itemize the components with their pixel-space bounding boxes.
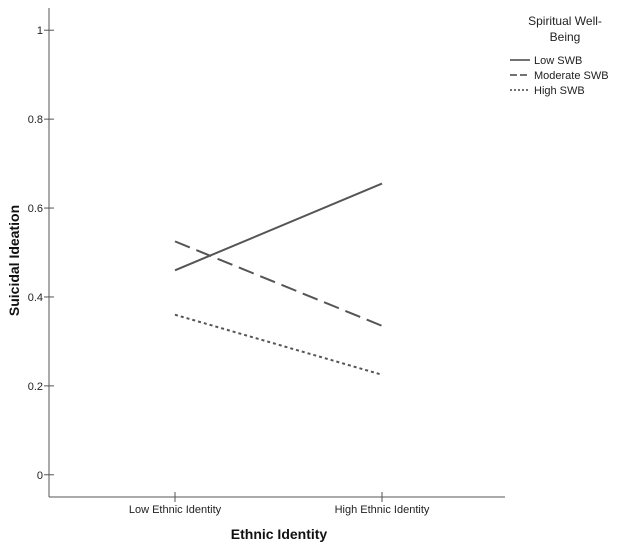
legend-items: Low SWB Moderate SWB High SWB bbox=[510, 55, 609, 97]
series-line-low-swb bbox=[174, 182, 383, 272]
y-tick-label: 0.6 bbox=[28, 203, 43, 215]
x-tick-label: Low Ethnic Identity bbox=[129, 504, 222, 516]
axes bbox=[48, 8, 505, 498]
y-tick-label: 0.8 bbox=[28, 114, 43, 126]
legend-label: Low SWB bbox=[534, 55, 582, 67]
x-axis-title: Ethnic Identity bbox=[231, 526, 328, 542]
series-line-high-swb bbox=[174, 313, 383, 376]
y-tick-label: 1 bbox=[37, 25, 43, 37]
series-line-moderate-swb bbox=[174, 240, 383, 327]
legend-title-line-2: Being bbox=[550, 30, 581, 44]
y-tick-label: 0.2 bbox=[28, 381, 43, 393]
y-tick-label: 0 bbox=[37, 470, 43, 482]
series-lines bbox=[174, 182, 383, 376]
legend: Spiritual Well- Being Low SWB Moderate SW… bbox=[510, 14, 609, 97]
y-tick-label: 0.4 bbox=[28, 292, 43, 304]
x-ticks: Low Ethnic Identity High Ethnic Identity bbox=[129, 492, 430, 516]
y-ticks: 0 0.2 0.4 0.6 0.8 1 bbox=[28, 25, 54, 482]
x-tick-label: High Ethnic Identity bbox=[335, 504, 430, 516]
legend-label: Moderate SWB bbox=[534, 70, 609, 82]
legend-title-line-1: Spiritual Well- bbox=[528, 14, 602, 28]
y-axis-title: Suicidal Ideation bbox=[6, 205, 22, 316]
legend-label: High SWB bbox=[534, 85, 585, 97]
